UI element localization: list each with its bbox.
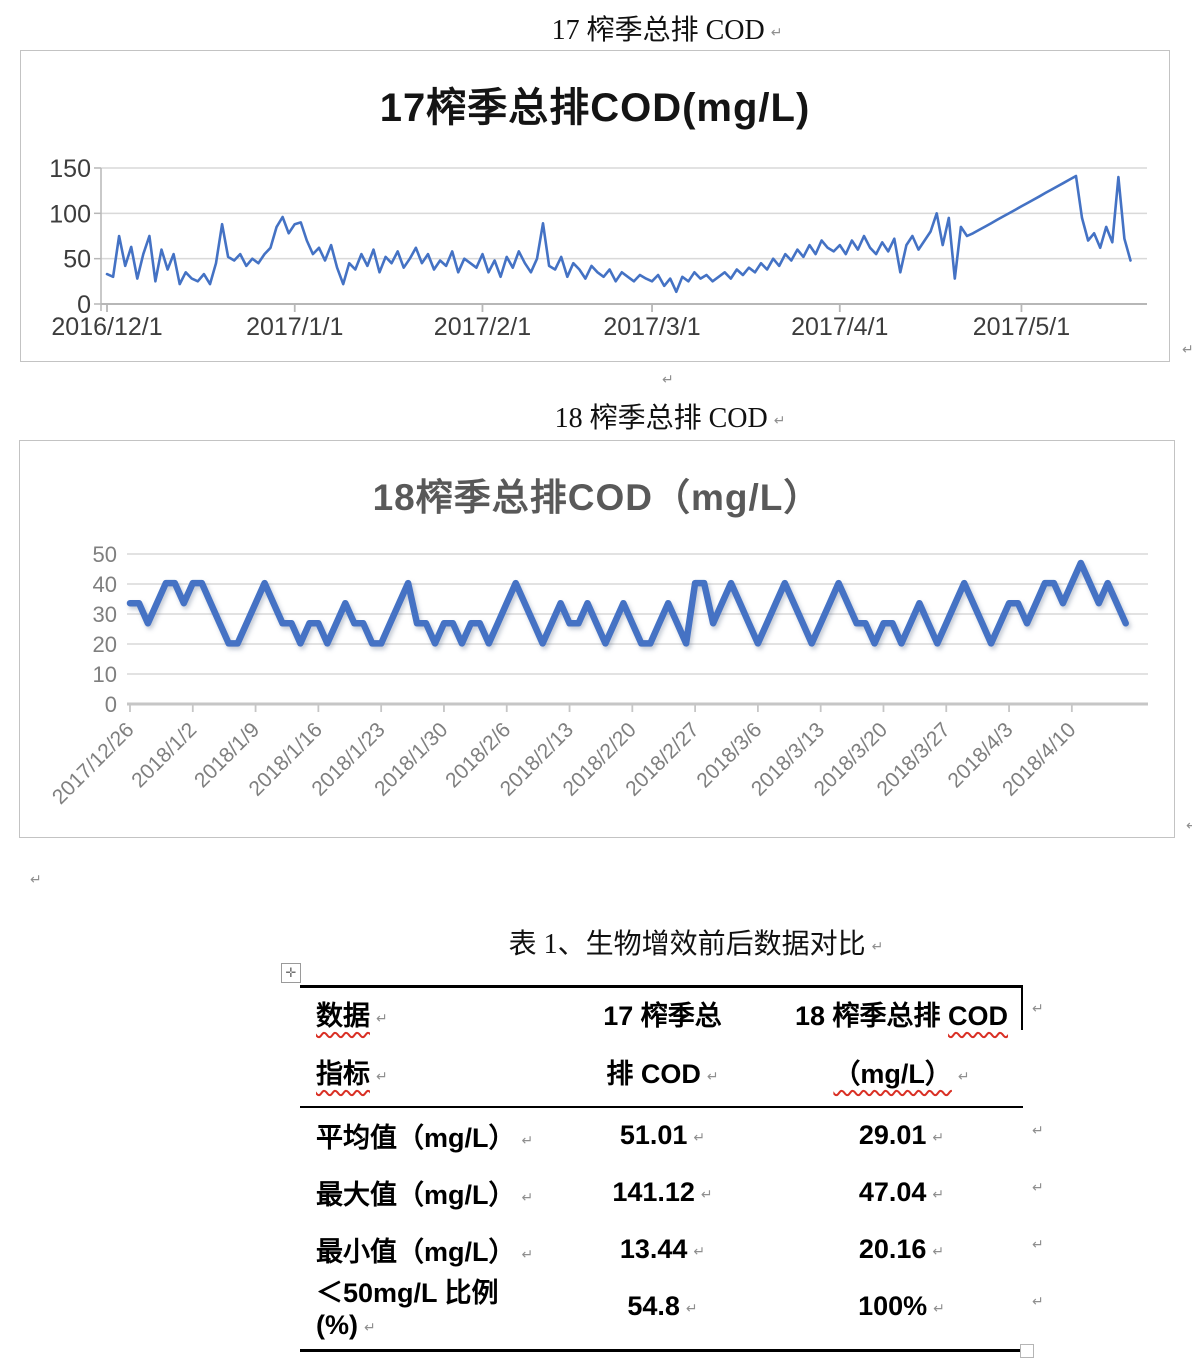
- row-label: 平均值（mg/L）: [316, 1122, 516, 1153]
- chart2-title: 18榨季总排COD（mg/L）: [372, 477, 822, 518]
- header-col2-line2: 排 COD: [606, 1058, 701, 1089]
- cell-mark-icon: ↵: [957, 1068, 970, 1085]
- svg-text:0: 0: [77, 291, 91, 319]
- value-17: 54.8: [627, 1290, 680, 1321]
- cell-mark-icon: ↵: [700, 1186, 713, 1203]
- header-col3-line1: 18 榨季总排: [794, 1000, 949, 1031]
- svg-text:2017/5/1: 2017/5/1: [973, 313, 1070, 341]
- value-18: 20.16: [858, 1233, 927, 1264]
- chart1-plot-area: 0 50 100 150 2016/12/1 2017/1/1 2017/2/1 2017/3…: [49, 155, 1147, 341]
- cell-mark-icon: ↵: [376, 1010, 388, 1027]
- table-header-vertical-border: [1021, 988, 1023, 1030]
- header-col2-line1: 17 榨季总: [603, 1000, 722, 1031]
- table-header-border: [300, 1106, 1023, 1108]
- paragraph-mark-icon: ↵: [773, 413, 786, 429]
- cell-mark-icon: ↵: [693, 1243, 706, 1260]
- header-col1-line1: 数据: [316, 1000, 370, 1031]
- cell-mark-icon: ↵: [932, 1243, 945, 1260]
- svg-text:0: 0: [105, 692, 117, 717]
- chart1-caption: 17 榨季总排 COD ↵: [0, 8, 1192, 48]
- header-col1-line2: 指标: [316, 1058, 370, 1089]
- chart2-caption: 18 榨季总排 COD ↵: [0, 396, 1192, 436]
- cell-mark-icon: ↵: [932, 1186, 945, 1203]
- table-caption: 表 1、生物增效前后数据对比 ↵: [0, 922, 1192, 962]
- header-col3-line2: （mg/L）: [833, 1058, 952, 1089]
- cell-mark-icon: ↵: [1032, 1123, 1044, 1139]
- cell-mark-icon: ↵: [685, 1300, 698, 1317]
- table-header-row-1: 数据 ↵ 17 榨季总 18 榨季总排 COD ↵: [300, 993, 1044, 1033]
- chart2-figure: 18榨季总排COD（mg/L） 0 10 20 30 40 50 2017/12/26 201…: [19, 440, 1175, 838]
- value-17: 13.44: [619, 1233, 688, 1264]
- table-header-row-2: 指标 ↵ 排 COD ↵ （mg/L） ↵: [300, 1051, 1023, 1091]
- svg-text:10: 10: [93, 662, 117, 687]
- value-18: 29.01: [858, 1119, 927, 1150]
- paragraph-mark-icon: ↵: [1186, 818, 1192, 834]
- cell-mark-icon: ↵: [364, 1320, 376, 1336]
- cell-mark-icon: ↵: [1032, 1180, 1044, 1196]
- svg-text:2017/4/1: 2017/4/1: [791, 313, 888, 341]
- value-18: 47.04: [858, 1176, 927, 1207]
- svg-text:2017/2/1: 2017/2/1: [434, 313, 531, 341]
- cell-mark-icon: ↵: [1032, 1001, 1044, 1017]
- table-move-handle-icon[interactable]: ✛: [281, 963, 301, 983]
- paragraph-mark-icon: ↵: [662, 372, 674, 388]
- cell-mark-icon: ↵: [521, 1132, 534, 1149]
- cell-mark-icon: ↵: [1032, 1237, 1044, 1253]
- svg-text:2017/12/26: 2017/12/26: [48, 718, 139, 809]
- svg-text:2016/12/1: 2016/12/1: [51, 313, 162, 341]
- svg-text:50: 50: [93, 542, 117, 567]
- svg-text:30: 30: [93, 602, 117, 627]
- chart1-caption-text: 17 榨季总排 COD: [551, 15, 765, 46]
- row-label: 最小值（mg/L）: [316, 1236, 516, 1267]
- table-row-max: 最大值（mg/L） ↵ 141.12 ↵ 47.04 ↵ ↵: [300, 1172, 1044, 1212]
- svg-text:50: 50: [63, 246, 91, 274]
- comparison-table: 数据 ↵ 17 榨季总 18 榨季总排 COD ↵ 指标 ↵ 排 COD ↵ （mg/…: [300, 985, 1044, 1355]
- paragraph-mark-icon: ↵: [1182, 342, 1192, 358]
- cell-mark-icon: ↵: [706, 1068, 719, 1085]
- value-18: 100%: [858, 1290, 928, 1321]
- svg-text:2017/3/1: 2017/3/1: [603, 313, 700, 341]
- table-bottom-border: [300, 1349, 1023, 1352]
- svg-text:20: 20: [93, 632, 117, 657]
- table-caption-text: 表 1、生物增效前后数据对比: [508, 929, 866, 960]
- row-label: 最大值（mg/L）: [316, 1179, 516, 1210]
- cell-mark-icon: ↵: [521, 1189, 534, 1206]
- cell-mark-icon: ↵: [521, 1246, 534, 1263]
- row-label: ＜50mg/L 比例(%): [316, 1278, 499, 1340]
- svg-text:40: 40: [93, 572, 117, 597]
- svg-text:2017/1/1: 2017/1/1: [246, 313, 343, 341]
- value-17: 51.01: [619, 1119, 688, 1150]
- cell-mark-icon: ↵: [693, 1129, 706, 1146]
- table-resize-handle[interactable]: [1020, 1344, 1034, 1358]
- chart2-caption-text: 18 榨季总排 COD: [554, 403, 768, 434]
- paragraph-mark-icon: ↵: [30, 872, 42, 888]
- chart1-figure: 17榨季总排COD(mg/L) 0 50 100 150 2016/12/1 2017/1…: [20, 50, 1170, 362]
- paragraph-mark-icon: ↵: [871, 939, 884, 955]
- table-row-average: 平均值（mg/L） ↵ 51.01 ↵ 29.01 ↵ ↵: [300, 1115, 1044, 1155]
- svg-text:100: 100: [49, 200, 91, 228]
- cell-mark-icon: ↵: [932, 1129, 945, 1146]
- table-row-min: 最小值（mg/L） ↵ 13.44 ↵ 20.16 ↵ ↵: [300, 1229, 1044, 1269]
- chart1-title: 17榨季总排COD(mg/L): [379, 86, 811, 130]
- chart2-plot-area: 010203040502017/12/262018/1/22018/1/9201…: [48, 542, 1148, 809]
- header-col3-line1-cod: COD: [948, 1000, 1009, 1031]
- cell-mark-icon: ↵: [376, 1068, 388, 1085]
- cell-mark-icon: ↵: [1032, 1294, 1044, 1310]
- cell-mark-icon: ↵: [933, 1300, 945, 1317]
- table-row-ratio: ＜50mg/L 比例(%) ↵ 54.8 ↵ 100% ↵ ↵: [300, 1278, 1044, 1340]
- svg-text:150: 150: [49, 155, 91, 183]
- value-17: 141.12: [612, 1176, 695, 1207]
- svg-text:2018/1/2: 2018/1/2: [127, 718, 201, 792]
- paragraph-mark-icon: ↵: [770, 25, 783, 41]
- table-top-border: [300, 985, 1023, 988]
